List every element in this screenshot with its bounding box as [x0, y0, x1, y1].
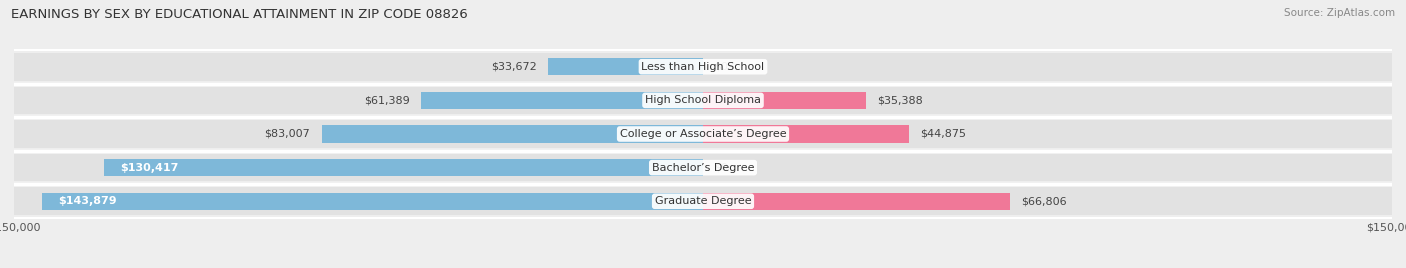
Bar — [322, 125, 703, 143]
Text: Source: ZipAtlas.com: Source: ZipAtlas.com — [1284, 8, 1395, 18]
Text: $130,417: $130,417 — [120, 163, 179, 173]
Bar — [703, 193, 1010, 210]
Bar — [548, 58, 703, 75]
Text: $0: $0 — [714, 163, 728, 173]
Text: $143,879: $143,879 — [58, 196, 117, 206]
Bar — [703, 125, 910, 143]
Bar — [14, 188, 1392, 215]
Text: Graduate Degree: Graduate Degree — [655, 196, 751, 206]
Bar — [14, 120, 1392, 148]
Bar — [703, 92, 866, 109]
Text: Less than High School: Less than High School — [641, 62, 765, 72]
Text: Bachelor’s Degree: Bachelor’s Degree — [652, 163, 754, 173]
Text: High School Diploma: High School Diploma — [645, 95, 761, 105]
Bar — [14, 154, 1392, 181]
Text: $83,007: $83,007 — [264, 129, 311, 139]
Text: EARNINGS BY SEX BY EDUCATIONAL ATTAINMENT IN ZIP CODE 08826: EARNINGS BY SEX BY EDUCATIONAL ATTAINMEN… — [11, 8, 468, 21]
Bar — [14, 87, 1392, 114]
Bar — [420, 92, 703, 109]
Text: $61,389: $61,389 — [364, 95, 409, 105]
Bar — [42, 193, 703, 210]
Text: College or Associate’s Degree: College or Associate’s Degree — [620, 129, 786, 139]
Text: $0: $0 — [714, 62, 728, 72]
Text: $66,806: $66,806 — [1021, 196, 1067, 206]
Bar — [14, 53, 1392, 80]
Text: $35,388: $35,388 — [877, 95, 922, 105]
Text: $33,672: $33,672 — [491, 62, 537, 72]
Bar — [104, 159, 703, 176]
Text: $44,875: $44,875 — [921, 129, 966, 139]
